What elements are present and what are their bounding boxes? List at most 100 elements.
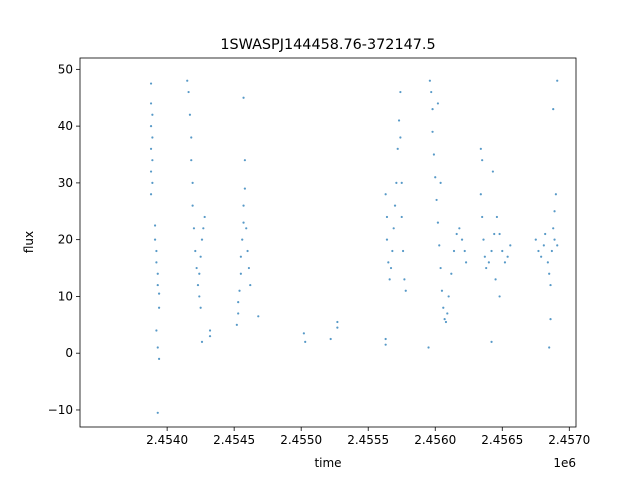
data-point — [549, 318, 552, 321]
data-point — [542, 244, 545, 247]
data-point — [196, 283, 200, 287]
data-point — [544, 232, 547, 236]
data-point — [463, 249, 466, 253]
data-point — [149, 125, 153, 128]
data-point — [336, 326, 339, 329]
data-point — [237, 301, 240, 304]
data-point — [243, 159, 246, 162]
data-point — [439, 266, 442, 270]
y-axis-label: flux — [22, 231, 36, 253]
data-point — [395, 181, 398, 184]
data-point — [501, 249, 504, 253]
data-point — [149, 147, 153, 150]
data-point — [157, 306, 161, 309]
data-point — [400, 215, 403, 219]
data-point — [427, 346, 430, 349]
data-point — [546, 261, 549, 264]
data-point — [554, 193, 557, 196]
data-point — [202, 227, 205, 230]
data-point — [495, 215, 499, 219]
data-point — [482, 238, 485, 241]
data-point — [431, 130, 434, 133]
data-point — [151, 113, 154, 116]
data-point — [401, 249, 405, 253]
data-point — [198, 272, 201, 275]
data-point — [153, 238, 157, 241]
data-points — [149, 79, 559, 414]
data-point — [393, 204, 397, 207]
y-axis: −10 0 10 20 30 40 50 — [48, 62, 80, 417]
data-point — [443, 318, 446, 321]
data-point — [440, 289, 444, 292]
data-point — [156, 283, 159, 287]
data-point — [385, 215, 389, 219]
data-point — [191, 181, 194, 184]
data-point — [237, 312, 240, 315]
data-point — [548, 272, 551, 275]
y-tick-label: 30 — [58, 176, 73, 190]
data-point — [157, 292, 161, 295]
x-tick-label: 2.4570 — [548, 433, 590, 447]
data-point — [157, 357, 161, 360]
data-point — [153, 224, 157, 227]
data-point — [329, 337, 332, 341]
data-point — [186, 79, 189, 82]
data-point — [483, 255, 486, 258]
data-point — [550, 249, 553, 253]
data-point — [203, 215, 206, 219]
data-point — [450, 272, 453, 275]
data-point — [498, 295, 501, 298]
data-point — [494, 278, 497, 281]
data-point — [447, 295, 450, 298]
data-point — [549, 283, 552, 287]
data-point — [444, 320, 448, 324]
data-point — [208, 329, 212, 332]
y-tick-label: 40 — [58, 119, 73, 133]
data-point — [195, 266, 198, 270]
x-axis: 2.4540 2.4545 2.4550 2.4555 2.4560 2.4565 2.45… — [146, 427, 590, 447]
data-point — [490, 340, 493, 343]
data-point — [198, 295, 201, 298]
data-point — [439, 181, 442, 184]
data-point — [498, 232, 501, 236]
data-point — [156, 346, 159, 349]
data-point — [506, 255, 509, 258]
y-tick-label: 0 — [65, 346, 73, 360]
data-point — [243, 187, 246, 190]
data-point — [452, 249, 456, 253]
data-point — [149, 102, 153, 105]
data-point — [438, 244, 441, 247]
data-point — [436, 221, 440, 224]
data-point — [460, 238, 464, 241]
data-point — [481, 159, 484, 162]
data-point — [397, 119, 401, 122]
data-point — [552, 227, 555, 230]
y-tick-label: 20 — [58, 233, 73, 247]
data-point — [481, 215, 484, 219]
data-point — [188, 113, 192, 116]
data-point — [235, 323, 238, 326]
y-tick-label: −10 — [48, 403, 73, 417]
data-point — [553, 238, 556, 241]
data-point — [257, 315, 260, 318]
data-point — [200, 238, 204, 241]
data-point — [392, 227, 395, 230]
y-tick-label: 10 — [58, 289, 73, 303]
data-point — [246, 249, 249, 253]
x-tick-label: 2.4560 — [414, 433, 456, 447]
data-point — [200, 340, 204, 343]
data-point — [385, 238, 389, 241]
x-tick-label: 2.4555 — [347, 433, 389, 447]
data-point — [553, 210, 556, 213]
data-point — [399, 136, 402, 139]
data-point — [434, 176, 437, 179]
data-point — [442, 306, 445, 309]
data-point — [428, 79, 431, 82]
data-point — [190, 136, 193, 139]
data-point — [155, 261, 158, 264]
data-point — [391, 249, 394, 253]
data-point — [404, 289, 407, 292]
data-point — [540, 255, 543, 258]
data-point — [149, 170, 153, 173]
